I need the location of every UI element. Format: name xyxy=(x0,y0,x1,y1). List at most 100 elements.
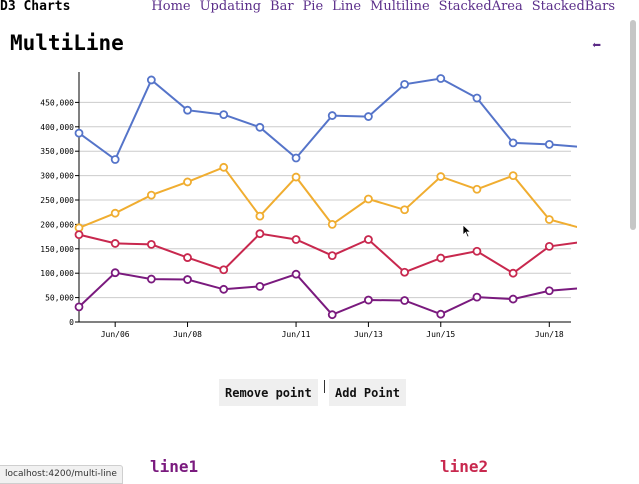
series-3-point xyxy=(110,239,120,248)
series-3-point xyxy=(544,241,554,251)
series-1-point xyxy=(183,105,192,115)
series-line-2 xyxy=(78,166,577,229)
series-2-point xyxy=(255,211,265,221)
top-nav: Home Updating Bar Pie Line Multiline Sta… xyxy=(142,0,615,14)
series-3-point xyxy=(291,235,301,244)
chart-lines xyxy=(78,77,577,316)
button-divider xyxy=(324,380,325,393)
series-3-point xyxy=(400,267,409,277)
nav-updating[interactable]: Updating xyxy=(199,0,262,14)
page-title: MultiLine xyxy=(10,31,124,55)
y-axis: 0 50,000 100,000 150,000 200,000 250,000 300,0… xyxy=(40,72,80,327)
series-3-point xyxy=(183,253,192,262)
nav-stackedarea[interactable]: StackedArea xyxy=(438,0,523,14)
line1-label: line1 xyxy=(150,457,199,476)
series-1-point xyxy=(472,93,482,103)
series-4-point xyxy=(146,274,156,284)
y-tick-label: 100,000 xyxy=(40,269,74,278)
nav-line[interactable]: Line xyxy=(332,0,362,14)
series-4-point xyxy=(472,292,482,302)
series-line-4 xyxy=(78,271,577,316)
nav-stackedbars[interactable]: StackedBars xyxy=(531,0,615,14)
add-point-button[interactable]: Add Point xyxy=(329,379,407,406)
series-4-point xyxy=(544,286,554,296)
y-tick-label: 150,000 xyxy=(40,245,74,254)
x-tick-label: Jun/11 xyxy=(282,330,311,339)
series-2-point xyxy=(110,208,120,218)
y-tick-label: 300,000 xyxy=(40,172,74,181)
series-2-point xyxy=(327,219,337,229)
series-4-point xyxy=(400,296,409,305)
series-1-point xyxy=(327,111,337,120)
x-tick-label: Jun/06 xyxy=(101,330,130,339)
series-2-point xyxy=(472,184,482,194)
series-4-point xyxy=(327,310,337,320)
x-tick-label: Jun/15 xyxy=(426,330,455,339)
line2-label: line2 xyxy=(440,457,489,476)
chart-grid xyxy=(79,101,571,299)
nav-multiline[interactable]: Multiline xyxy=(370,0,430,14)
series-2-point xyxy=(400,205,409,215)
y-tick-label: 350,000 xyxy=(40,147,74,156)
series-1-point xyxy=(582,144,589,151)
series-3-point xyxy=(582,238,589,245)
x-axis: Jun/06 Jun/08 Jun/11 Jun/13 Jun/15 Jun/18 xyxy=(79,321,571,339)
series-1-point xyxy=(544,139,554,149)
series-4-point xyxy=(74,302,84,312)
series-3-point xyxy=(327,251,337,261)
series-1-point xyxy=(618,153,625,160)
series-4-point xyxy=(219,284,229,294)
series-2-point xyxy=(544,215,554,224)
series-1-point xyxy=(364,112,373,121)
series-3-point xyxy=(618,236,625,243)
series-3-point xyxy=(146,240,156,249)
scrollbar[interactable] xyxy=(630,20,636,230)
nav-pie[interactable]: Pie xyxy=(302,0,324,14)
series-2-point xyxy=(219,162,229,172)
series-4-point xyxy=(183,275,192,284)
series-2-point xyxy=(291,172,301,182)
multiline-chart: 0 50,000 100,000 150,000 200,000 250,000 300,0… xyxy=(40,72,625,339)
series-3-point xyxy=(255,229,265,239)
series-4-point xyxy=(110,268,120,278)
x-tick-label: Jun/18 xyxy=(535,330,564,339)
y-tick-label: 0 xyxy=(69,318,74,327)
series-1-point xyxy=(400,79,409,89)
y-tick-label: 200,000 xyxy=(40,220,74,229)
series-4-point xyxy=(582,284,589,291)
y-tick-label: 50,000 xyxy=(45,294,74,303)
series-3-point xyxy=(436,253,446,263)
series-2-point xyxy=(508,171,518,181)
series-line-1 xyxy=(78,77,577,162)
y-tick-label: 400,000 xyxy=(40,123,74,132)
nav-home[interactable]: Home xyxy=(151,0,191,14)
series-line-3 xyxy=(78,232,577,275)
mouse-cursor-icon xyxy=(462,224,472,238)
nav-bar[interactable]: Bar xyxy=(270,0,294,14)
series-4-point xyxy=(255,281,265,291)
y-tick-label: 250,000 xyxy=(40,196,74,205)
series-1-point xyxy=(291,153,301,163)
series-1-point xyxy=(508,138,518,148)
series-2-point xyxy=(364,194,373,204)
series-1-point xyxy=(146,75,156,85)
remove-point-button[interactable]: Remove point xyxy=(219,379,318,406)
series-2-point xyxy=(436,172,446,181)
series-4-point xyxy=(508,294,518,304)
series-3-point xyxy=(364,235,373,244)
arrow-left-icon[interactable]: ⬅ xyxy=(592,36,602,54)
series-4-point xyxy=(364,295,373,305)
x-tick-label: Jun/08 xyxy=(173,330,202,339)
series-3-point xyxy=(219,265,229,275)
series-4-point xyxy=(618,282,625,289)
series-3-point xyxy=(472,246,482,256)
series-1-point xyxy=(110,155,120,164)
series-1-point xyxy=(219,110,229,119)
series-2-point xyxy=(618,228,625,235)
series-1-point xyxy=(74,128,84,138)
series-2-point xyxy=(183,177,192,187)
x-tick-label: Jun/13 xyxy=(354,330,383,339)
status-url: localhost:4200/multi-line xyxy=(0,465,123,484)
app-brand: D3 Charts xyxy=(0,0,71,14)
series-2-point xyxy=(582,226,589,233)
